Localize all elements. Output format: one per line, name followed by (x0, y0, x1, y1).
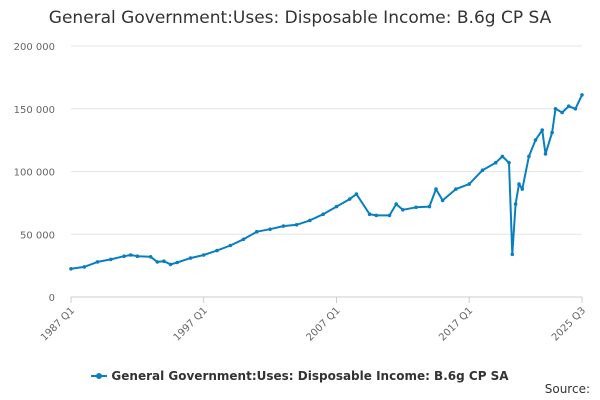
y-axis-ticks: 0 50 000 100 000 150 000 200 000 (14, 42, 55, 304)
chart-title: General Government:Uses: Disposable Inco… (48, 8, 552, 28)
data-point[interactable] (550, 130, 554, 135)
data-point[interactable] (414, 205, 418, 210)
x-tick-label: 2017 Q1 (437, 305, 475, 343)
data-point[interactable] (254, 229, 259, 234)
data-point[interactable] (294, 223, 299, 227)
data-point[interactable] (122, 254, 126, 258)
x-tick-label: 2007 Q1 (304, 305, 342, 343)
legend-line-marker-icon (91, 373, 108, 379)
data-point[interactable] (387, 213, 392, 218)
data-point[interactable] (168, 262, 173, 267)
data-point[interactable] (82, 265, 87, 269)
y-tick-label: 100 000 (14, 168, 55, 179)
data-point[interactable] (434, 187, 438, 191)
data-point[interactable] (507, 160, 511, 165)
data-point[interactable] (467, 182, 472, 186)
x-tick-label: 2025 Q3 (550, 305, 588, 343)
legend[interactable]: General Government:Uses: Disposable Inco… (0, 366, 600, 383)
series-layer (69, 93, 584, 271)
data-point[interactable] (527, 154, 531, 159)
data-point[interactable] (148, 254, 153, 259)
x-tick-label: 1997 Q1 (172, 305, 210, 343)
data-point[interactable] (440, 198, 445, 203)
data-point[interactable] (268, 227, 272, 231)
data-point[interactable] (69, 267, 73, 271)
data-point[interactable] (454, 187, 458, 191)
data-point[interactable] (427, 204, 432, 209)
data-point[interactable] (533, 138, 538, 142)
data-point[interactable] (401, 208, 405, 212)
data-point[interactable] (162, 259, 166, 264)
y-tick-label: 0 (49, 293, 55, 304)
data-point[interactable] (367, 212, 372, 216)
data-point[interactable] (560, 110, 564, 115)
y-tick-label: 150 000 (14, 105, 55, 116)
data-point[interactable] (241, 237, 246, 242)
data-point[interactable] (175, 260, 179, 265)
legend-label: General Government:Uses: Disposable Inco… (111, 369, 509, 383)
data-point[interactable] (334, 204, 339, 209)
x-tick-label: 1987 Q1 (39, 305, 77, 343)
y-tick-label: 200 000 (14, 42, 55, 53)
data-point[interactable] (480, 168, 485, 172)
grid-lines (71, 45, 582, 298)
data-point[interactable] (321, 212, 326, 216)
source-label: Source: (544, 382, 590, 396)
data-point[interactable] (573, 107, 578, 111)
data-point[interactable] (580, 93, 584, 97)
data-point[interactable] (543, 152, 548, 156)
data-point[interactable] (347, 197, 352, 201)
data-point[interactable] (553, 107, 558, 111)
series-line[interactable] (70, 94, 583, 270)
data-point[interactable] (95, 260, 100, 264)
data-point[interactable] (128, 253, 133, 257)
data-point[interactable] (281, 224, 286, 228)
data-point[interactable] (188, 256, 193, 260)
y-tick-label: 50 000 (20, 230, 55, 241)
data-point[interactable] (215, 248, 219, 253)
data-point[interactable] (308, 218, 312, 223)
data-point[interactable] (520, 187, 525, 191)
data-point[interactable] (493, 160, 498, 165)
data-point[interactable] (513, 202, 518, 206)
data-point[interactable] (135, 254, 140, 258)
data-point[interactable] (517, 182, 521, 186)
data-point[interactable] (374, 213, 379, 218)
data-point[interactable] (354, 192, 359, 196)
data-point[interactable] (201, 253, 206, 257)
data-point[interactable] (109, 257, 113, 262)
data-point[interactable] (510, 252, 515, 257)
legend-item[interactable]: General Government:Uses: Disposable Inco… (91, 369, 509, 383)
data-point[interactable] (566, 104, 571, 108)
data-point[interactable] (228, 243, 233, 248)
data-point[interactable] (540, 128, 544, 132)
data-point[interactable] (500, 154, 505, 159)
data-point[interactable] (155, 260, 160, 264)
data-point[interactable] (394, 202, 399, 206)
x-axis-ticks: 1987 Q1 1997 Q1 2007 Q1 2017 Q1 2025 Q3 (39, 297, 588, 343)
